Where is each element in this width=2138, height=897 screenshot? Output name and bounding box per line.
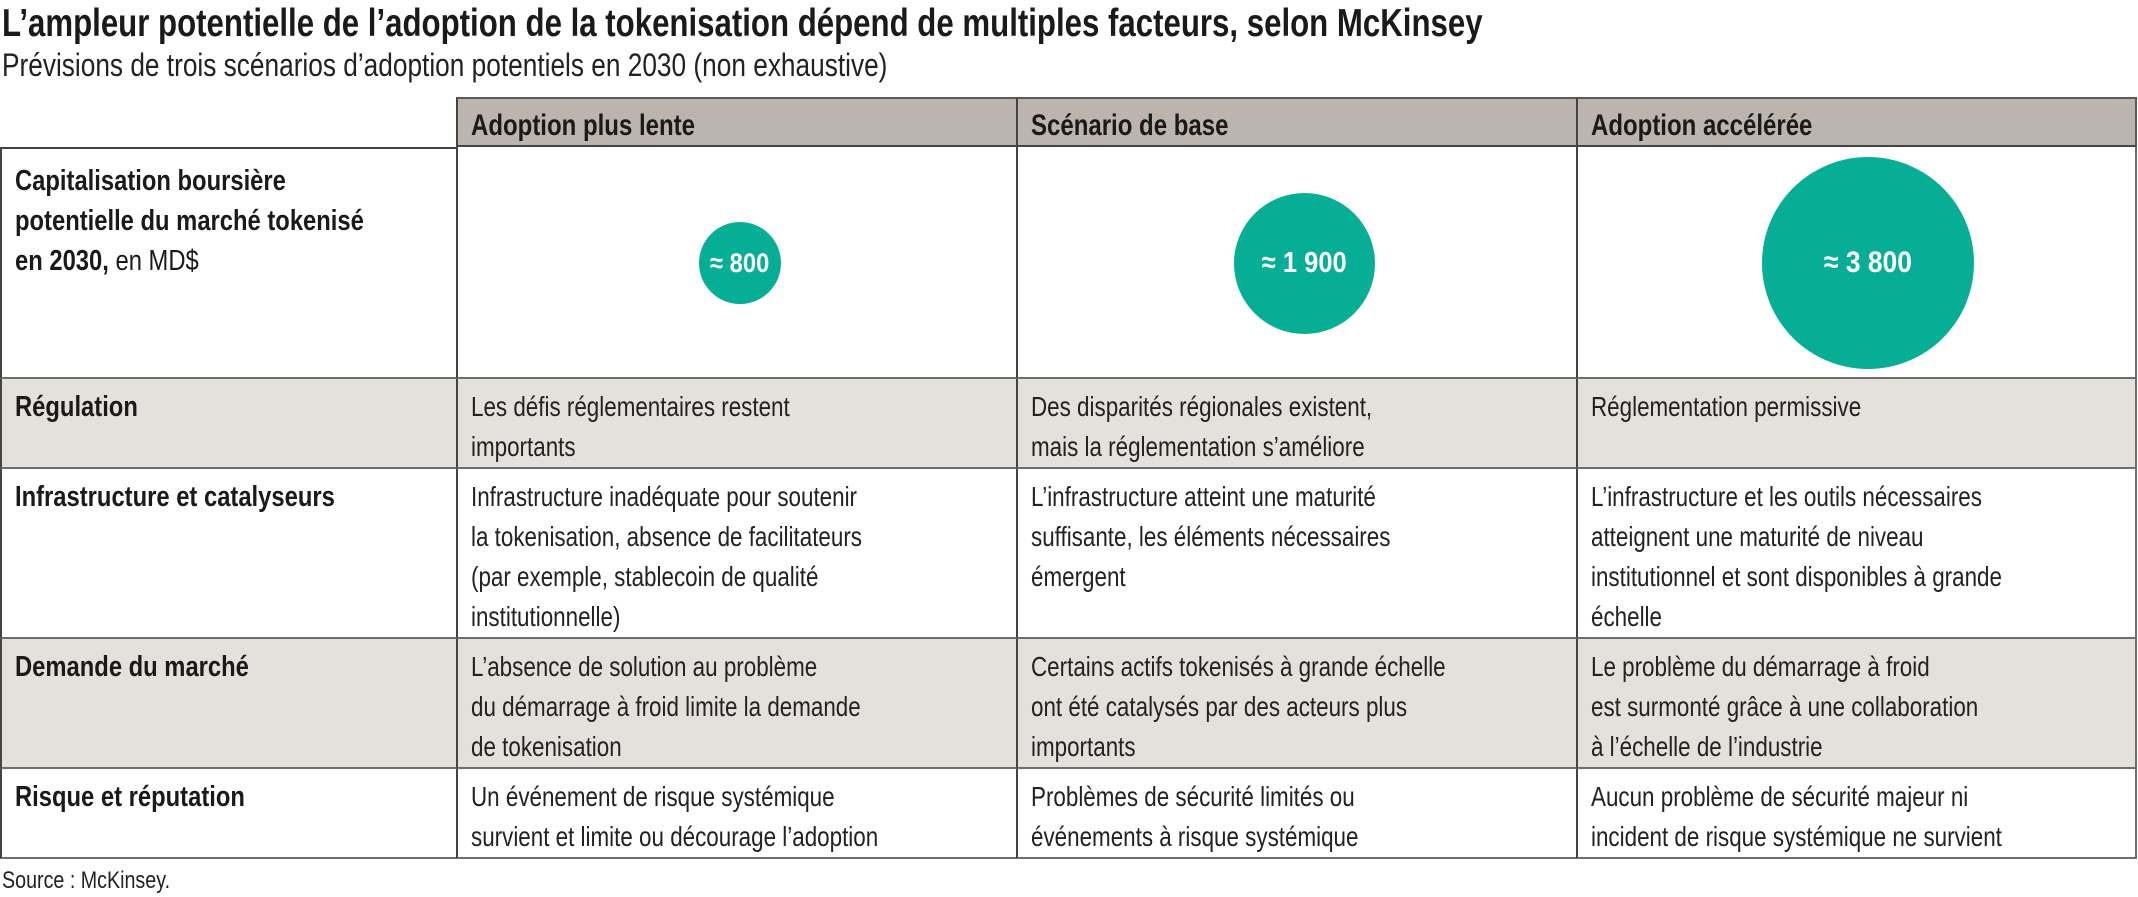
chart-subtitle: Prévisions de trois scénarios d’adoption… — [2, 47, 888, 83]
row-label-risk: Risque et réputation — [0, 769, 456, 859]
table-row-infrastructure: Infrastructure et catalyseurs Infrastruc… — [0, 469, 2137, 639]
regulation-cell-base: Des disparités régionales existent, mais … — [1016, 379, 1576, 469]
row-label-regulation: Régulation — [0, 379, 456, 469]
row-label-infrastructure: Infrastructure et catalyseurs — [0, 469, 456, 639]
market-cap-cell-base: ≈ 1 900 — [1016, 147, 1576, 379]
row-label-market-cap: Capitalisation boursière potentielle du … — [0, 147, 456, 379]
market-demand-cell-slow: L’absence de solution au problème du déma… — [456, 639, 1016, 769]
market-cap-cell-accelerated: ≈ 3 800 — [1576, 147, 2137, 379]
risk-cell-slow: Un événement de risque systémique survien… — [456, 769, 1016, 859]
value-bubble-slow: ≈ 800 — [699, 222, 781, 304]
table-row-market-demand: Demande du marché L’absence de solution … — [0, 639, 2137, 769]
market-demand-cell-base: Certains actifs tokenisés à grande échel… — [1016, 639, 1576, 769]
table-header-row: Adoption plus lente Scénario de base Ado… — [0, 97, 2137, 147]
infrastructure-cell-slow: Infrastructure inadéquate pour soutenir l… — [456, 469, 1016, 639]
infrastructure-cell-base: L’infrastructure atteint une maturité suf… — [1016, 469, 1576, 639]
market-demand-cell-accelerated: Le problème du démarrage à froid est surm… — [1576, 639, 2137, 769]
risk-cell-base: Problèmes de sécurité limités ou événemen… — [1016, 769, 1576, 859]
column-header-base: Scénario de base — [1016, 97, 1576, 147]
table-row-market-cap: Capitalisation boursière potentielle du … — [0, 147, 2137, 379]
value-bubble-accelerated: ≈ 3 800 — [1762, 157, 1974, 369]
source-note: Source : McKinsey. — [2, 867, 171, 894]
column-header-accelerated: Adoption accélérée — [1576, 97, 2137, 147]
chart-title: L’ampleur potentielle de l’adoption de l… — [2, 2, 1483, 45]
risk-cell-accelerated: Aucun problème de sécurité majeur ni inci… — [1576, 769, 2137, 859]
row-label-market-demand: Demande du marché — [0, 639, 456, 769]
value-bubble-base: ≈ 1 900 — [1234, 193, 1375, 334]
infrastructure-cell-accelerated: L’infrastructure et les outils nécessair… — [1576, 469, 2137, 639]
regulation-cell-slow: Les défis réglementaires restent importan… — [456, 379, 1016, 469]
regulation-cell-accelerated: Réglementation permissive — [1576, 379, 2137, 469]
column-header-slow: Adoption plus lente — [456, 97, 1016, 147]
market-cap-cell-slow: ≈ 800 — [456, 147, 1016, 379]
table-row-risk: Risque et réputation Un événement de ris… — [0, 769, 2137, 859]
table-row-regulation: Régulation Les défis réglementaires rest… — [0, 379, 2137, 469]
